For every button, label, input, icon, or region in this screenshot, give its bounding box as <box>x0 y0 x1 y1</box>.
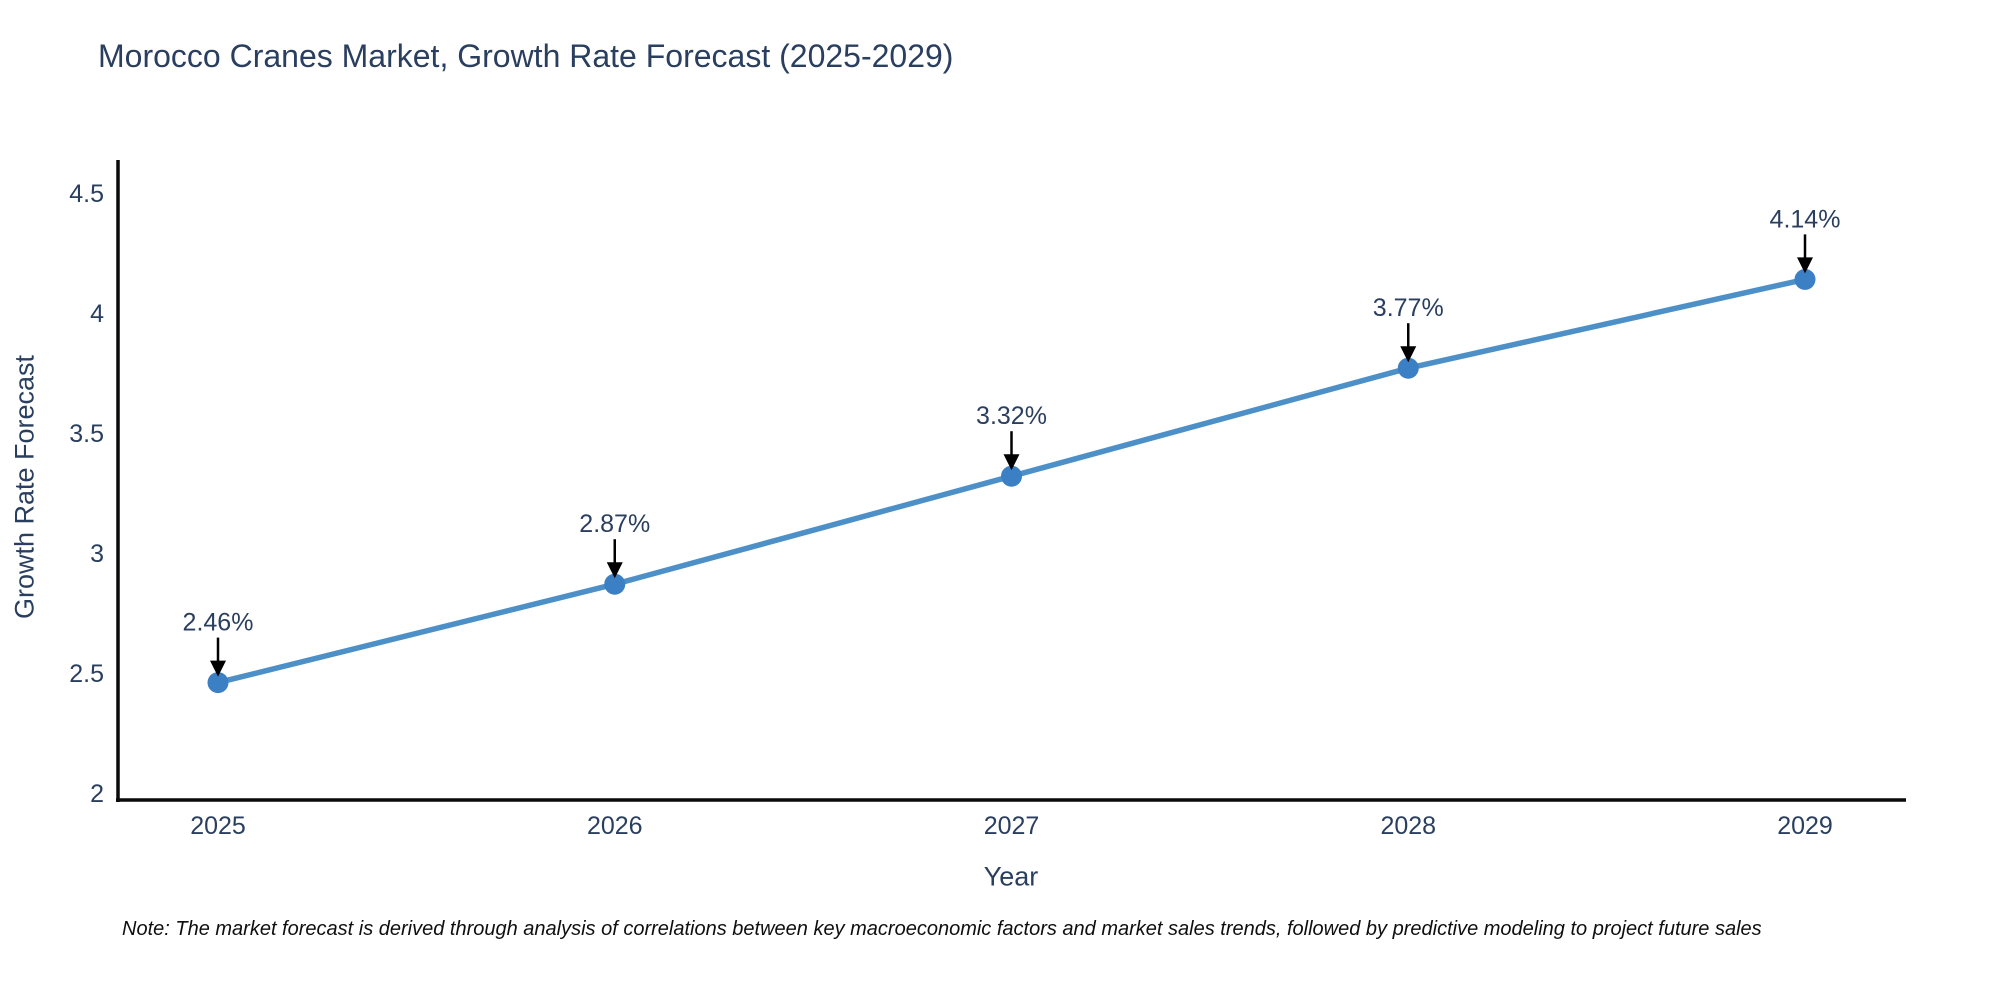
x-tick-label: 2025 <box>190 812 246 840</box>
y-tick-label: 3.5 <box>69 420 104 448</box>
annotation-arrowhead <box>1797 257 1813 274</box>
x-tick-label: 2027 <box>984 812 1040 840</box>
annotation-arrowhead <box>1400 346 1417 363</box>
y-tick-label: 2 <box>90 780 104 808</box>
y-tick-label: 3 <box>90 540 104 568</box>
data-point-2025 <box>207 672 229 694</box>
data-point-2026 <box>604 573 626 595</box>
y-tick-label: 4.5 <box>69 180 104 208</box>
data-point-2029 <box>1794 268 1816 290</box>
chart-title: Morocco Cranes Market, Growth Rate Forec… <box>98 38 954 74</box>
footnote: Note: The market forecast is derived thr… <box>122 918 1762 940</box>
data-point-2027 <box>1001 465 1022 487</box>
y-tick-label: 2.5 <box>69 660 104 688</box>
annotation-label: 2.87% <box>579 510 650 538</box>
annotation-arrowhead <box>1003 454 1020 471</box>
annotation-label: 4.14% <box>1770 205 1841 233</box>
annotation-arrowhead <box>606 562 623 579</box>
annotation-label: 3.77% <box>1373 294 1444 322</box>
annotation-label: 3.32% <box>976 402 1047 430</box>
x-tick-label: 2028 <box>1380 812 1436 840</box>
x-axis-label: Year <box>983 861 1039 892</box>
x-tick-label: 2029 <box>1777 812 1833 840</box>
annotation-label: 2.46% <box>183 609 254 637</box>
annotation-arrowhead <box>210 660 226 677</box>
data-point-2028 <box>1397 357 1419 379</box>
x-tick-label: 2026 <box>587 812 643 840</box>
y-tick-label: 4 <box>90 300 104 328</box>
